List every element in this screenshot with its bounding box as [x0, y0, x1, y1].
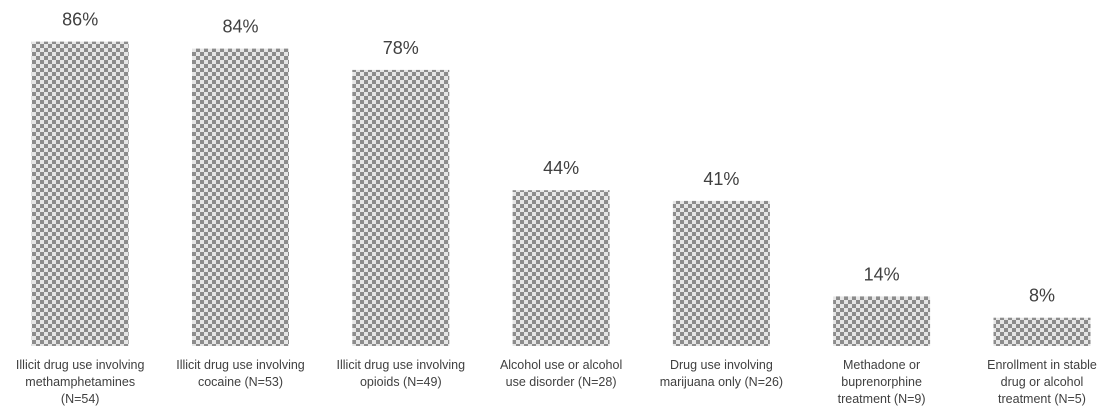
bars-layer — [31, 41, 1091, 347]
category-label-line: Illicit drug use involving — [176, 358, 305, 372]
bar — [672, 200, 770, 346]
category-label-line: treatment (N=9) — [838, 392, 926, 406]
data-label: 8% — [1029, 286, 1055, 306]
category-label-line: cocaine (N=53) — [198, 375, 283, 389]
category-label-line: drug or alcohol — [1001, 375, 1084, 389]
data-label: 44% — [543, 158, 579, 178]
bar — [833, 296, 931, 346]
category-label: Methadone or buprenorphine treatment (N=9) — [838, 358, 926, 406]
data-label: 41% — [703, 169, 739, 189]
category-label: Illicit drug use involving methamphetamin… — [16, 358, 145, 406]
category-label-line: opioids (N=49) — [360, 375, 442, 389]
category-label-line: Illicit drug use involving — [16, 358, 145, 372]
bar — [512, 190, 610, 346]
category-label-line: Enrollment in stable — [987, 358, 1097, 372]
category-label-line: treatment (N=5) — [998, 392, 1086, 406]
bar — [192, 48, 289, 346]
bar — [993, 317, 1091, 346]
data-label: 84% — [222, 17, 258, 37]
category-labels-layer: Illicit drug use involving methamphetamin… — [16, 358, 1097, 406]
category-label-line: Methadone or — [843, 358, 920, 372]
category-label: Alcohol use or alcohol use disorder (N=28… — [500, 358, 622, 389]
category-label: Illicit drug use involving opioids (N=49) — [337, 358, 466, 389]
category-label-line: Drug use involving — [670, 358, 773, 372]
category-label-line: (N=54) — [61, 392, 100, 406]
bar — [352, 69, 450, 347]
data-labels-layer: 86% 84% 78% 44% 41% 14% 8% — [62, 10, 1055, 306]
category-label: Enrollment in stable drug or alcohol treat… — [987, 358, 1097, 406]
data-label: 86% — [62, 10, 98, 30]
category-label-line: Alcohol use or alcohol — [500, 358, 622, 372]
category-label-line: buprenorphine — [841, 375, 922, 389]
category-label-line: Illicit drug use involving — [337, 358, 466, 372]
category-label: Drug use involving marijuana only (N=26) — [660, 358, 783, 389]
category-label-line: marijuana only (N=26) — [660, 375, 783, 389]
category-label-line: use disorder (N=28) — [506, 375, 617, 389]
category-label-line: methamphetamines — [25, 375, 135, 389]
bar — [31, 41, 129, 346]
category-label: Illicit drug use involving cocaine (N=53) — [176, 358, 305, 389]
data-label: 14% — [864, 264, 900, 284]
data-label: 78% — [383, 38, 419, 58]
